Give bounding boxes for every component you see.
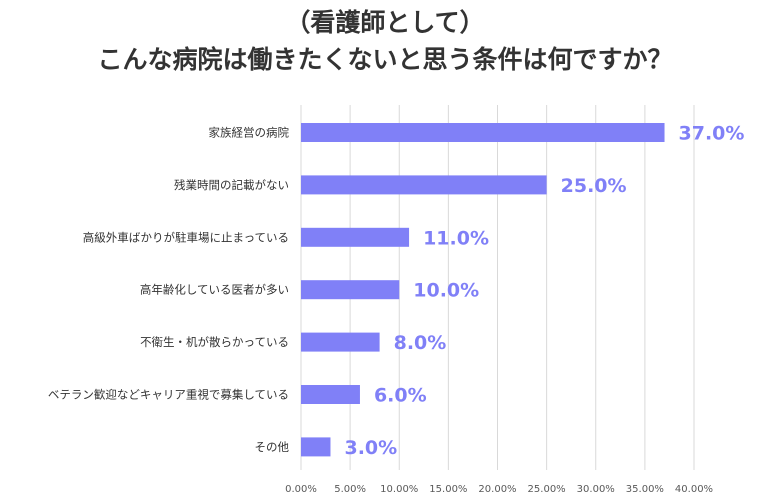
- category-label: 家族経営の病院: [209, 126, 290, 140]
- category-label: 不衛生・机が散らかっている: [140, 335, 289, 349]
- x-tick-label: 35.00%: [626, 484, 664, 495]
- x-tick-label: 40.00%: [675, 484, 713, 495]
- bar: [301, 385, 360, 404]
- value-label: 25.0%: [561, 175, 627, 197]
- value-label: 8.0%: [394, 332, 447, 354]
- category-labels: 家族経営の病院残業時間の記載がない高級外車ばかりが駐車場に止まっている高年齢化し…: [48, 126, 290, 454]
- category-label: その他: [255, 440, 290, 454]
- bar: [301, 280, 400, 300]
- value-label: 6.0%: [374, 385, 427, 407]
- x-tick-label: 25.00%: [528, 484, 566, 495]
- category-label: 高級外車ばかりが駐車場に止まっている: [83, 230, 289, 244]
- category-label: ベテラン歓迎などキャリア重視で募集している: [48, 388, 289, 402]
- x-tick-label: 20.00%: [478, 484, 516, 495]
- chart-title-line-1: （看護師として）: [285, 8, 485, 37]
- x-axis-tick-labels: 0.00% 5.00% 10.00% 15.00% 20.00% 25.00% 30.00%…: [285, 484, 713, 495]
- chart-title-line-2: こんな病院は働きたくないと思う条件は何ですか？: [97, 45, 673, 74]
- category-label: 高年齢化している医者が多い: [140, 283, 289, 297]
- bar: [301, 437, 331, 457]
- x-tick-label: 15.00%: [429, 484, 467, 495]
- value-label: 3.0%: [344, 437, 397, 459]
- value-label: 37.0%: [679, 123, 745, 145]
- value-labels: 37.0% 25.0% 11.0% 10.0% 8.0% 6.0% 3.0%: [344, 123, 744, 459]
- bar: [301, 332, 380, 352]
- x-tick-label: 5.00%: [334, 484, 366, 495]
- bars: [301, 123, 665, 457]
- bar: [301, 227, 410, 247]
- x-tick-label: 10.00%: [380, 484, 418, 495]
- x-tick-label: 30.00%: [577, 484, 615, 495]
- bar: [301, 123, 665, 142]
- x-tick-label: 0.00%: [285, 484, 317, 495]
- bar: [301, 175, 547, 195]
- category-label: 残業時間の記載がない: [174, 178, 289, 192]
- value-label: 11.0%: [423, 227, 489, 249]
- value-label: 10.0%: [413, 280, 479, 302]
